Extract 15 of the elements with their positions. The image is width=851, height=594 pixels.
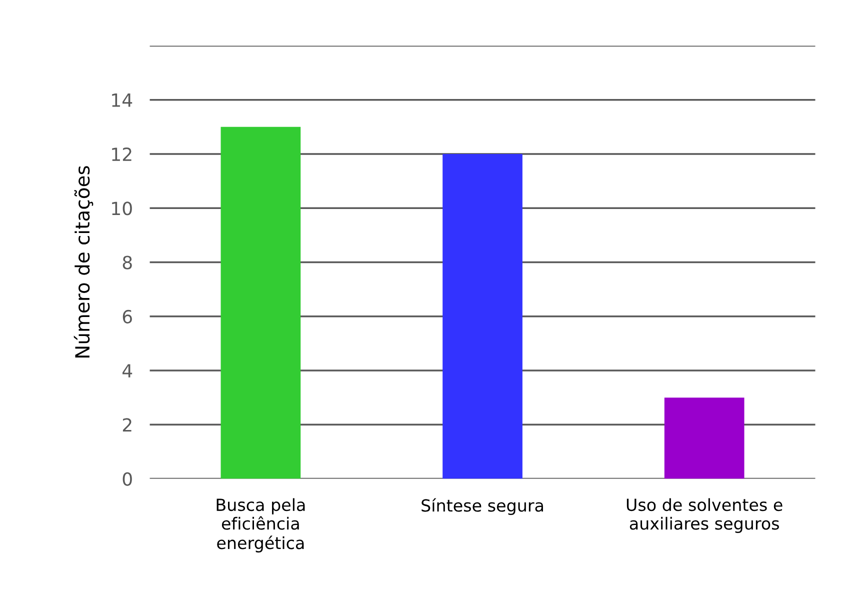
x-tick-label: Busca pela eficiência energética xyxy=(216,498,305,552)
y-tick-label: 4 xyxy=(122,364,132,378)
bar xyxy=(664,398,744,479)
y-tick-label: 10 xyxy=(112,202,132,216)
bar xyxy=(442,154,522,479)
y-axis-title: Número de citações xyxy=(74,166,94,358)
y-tick-label: 14 xyxy=(112,94,132,107)
y-tick-label: 12 xyxy=(112,147,132,161)
x-tick-label: Síntese segura xyxy=(422,498,543,516)
y-tick-label: 0 xyxy=(122,472,132,486)
bar xyxy=(220,126,301,479)
y-tick-label: 6 xyxy=(122,310,132,324)
y-tick-label: 2 xyxy=(122,418,132,432)
y-tick-label: 8 xyxy=(122,256,132,270)
x-tick-label: Uso de solventes e auxiliares seguros xyxy=(626,498,782,533)
